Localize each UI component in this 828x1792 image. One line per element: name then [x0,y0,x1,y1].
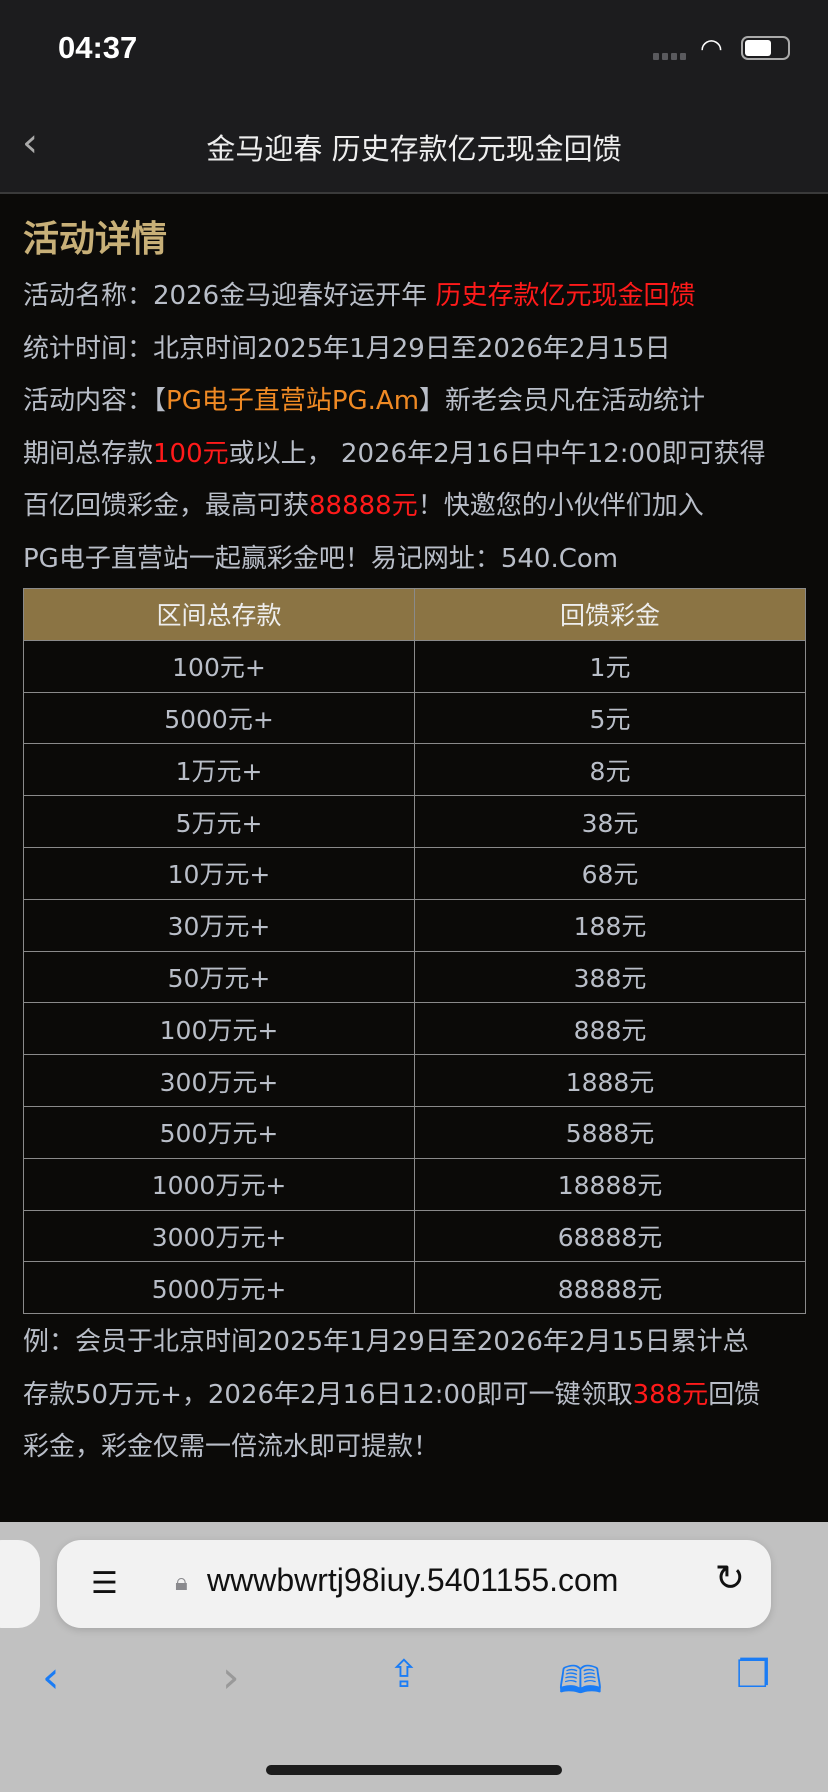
stat-period: 统计时间：北京时间2025年1月29日至2026年2月15日 [23,333,671,364]
browser-toolbar: ☰ 🔒︎ wwwbwrtj98iuy.5401155.com ↻ ‹ › ⇪ 🕮… [0,1522,828,1792]
example-line: 彩金，彩金仅需一倍流水即可提款！ [23,1432,440,1462]
reward-cell: 388元 [414,950,806,1004]
back-chevron-icon[interactable]: ‹ [22,120,38,166]
reward-cell: 5元 [414,691,806,745]
table-row: 3000万元+ 68888元 [23,1209,806,1263]
battery-icon [741,36,790,60]
deposit-cell: 1万元+ [23,743,415,797]
highlight: 100元 [153,438,229,469]
highlight: 388元 [632,1379,709,1410]
status-bar: 04:37 ◠ [0,0,828,100]
content-line-4: PG电子直营站一起赢彩金吧！易记网址：540.Com [23,543,619,574]
table-row: 1万元+ 8元 [23,743,806,797]
reward-cell: 888元 [414,1002,806,1056]
reward-cell: 88888元 [414,1261,806,1315]
reward-cell: 68元 [414,846,806,900]
deposit-cell: 5000万元+ [23,1261,415,1315]
table-row: 100元+ 1元 [23,639,806,693]
reader-icon[interactable]: ☰ [91,1566,118,1601]
reward-cell: 1888元 [414,1054,806,1107]
table-row: 1000万元+ 18888元 [23,1157,806,1211]
previous-tab-peek[interactable] [0,1540,40,1628]
text: 存款50万元+，2026年2月16日12:00即可一键领取 [23,1379,633,1410]
reward-cell: 8元 [414,743,806,797]
reward-cell: 18888元 [414,1157,806,1211]
text: 活动内容：【 [23,386,167,416]
column-header: 回馈彩金 [414,588,806,641]
wifi-icon: ◠ [700,34,723,64]
cellular-signal-icon [653,53,686,60]
text: 或以上， 2026年2月16日中午12:00即可获得 [228,438,766,469]
content-line-3: 百亿回馈彩金，最高可获88888元！快邀您的小伙伴们加入 [23,480,813,533]
deposit-cell: 500万元+ [23,1105,415,1159]
deposit-cell: 50万元+ [23,950,415,1004]
column-header: 区间总存款 [23,588,415,641]
deposit-cell: 300万元+ [23,1054,415,1107]
table-row: 100万元+ 888元 [23,1002,806,1056]
content-line-1: 活动内容：【PG电子直营站PG.Am】新老会员凡在活动统计 [23,375,813,428]
deposit-cell: 10万元+ [23,846,415,900]
reward-cell: 38元 [414,795,806,848]
reward-cell: 68888元 [414,1209,806,1263]
deposit-cell: 3000万元+ [23,1209,415,1263]
tabs-icon[interactable]: ❐ [736,1652,771,1696]
address-bar[interactable]: ☰ 🔒︎ wwwbwrtj98iuy.5401155.com ↻ [57,1540,771,1628]
deposit-cell: 5万元+ [23,795,415,848]
content-line-2: 期间总存款100元或以上， 2026年2月16日中午12:00即可获得 [23,428,813,481]
activity-name: 活动名称：2026金马迎春好运开年 历史存款亿元现金回馈 [23,270,813,323]
bookmarks-icon[interactable]: 🕮︎ [558,1658,603,1702]
activity-details: 活动详情 活动名称：2026金马迎春好运开年 历史存款亿元现金回馈 统计时间：北… [23,210,813,585]
reward-cell: 5888元 [414,1105,806,1159]
deposit-cell: 100万元+ [23,1002,415,1056]
home-indicator [266,1765,562,1775]
text: 回馈 [708,1379,761,1410]
example-line: 存款50万元+，2026年2月16日12:00即可一键领取388元回馈 [23,1369,760,1422]
text: ！快邀您的小伙伴们加入 [417,491,704,521]
back-icon[interactable]: ‹ [42,1652,60,1703]
reward-table: 区间总存款 回馈彩金 100元+ 1元 5000元+ 5元 1万元+ 8元 5万元+ 38元 10… [23,588,806,1315]
page-title: 金马迎春 历史存款亿元现金回馈 [206,132,622,166]
section-heading: 活动详情 [23,219,168,260]
deposit-cell: 100元+ [23,639,415,693]
table-row: 5万元+ 38元 [23,795,806,848]
highlight: 历史存款亿元现金回馈 [435,281,696,311]
nav-bar: ‹ 金马迎春 历史存款亿元现金回馈 [0,100,828,194]
highlight: 88888元 [309,491,418,521]
example-text: 例：会员于北京时间2025年1月29日至2026年2月15日累计总 存款50万元… [23,1316,760,1474]
table-row: 300万元+ 1888元 [23,1054,806,1107]
forward-icon[interactable]: › [222,1652,240,1703]
reload-icon[interactable]: ↻ [714,1558,745,1599]
table-row: 30万元+ 188元 [23,898,806,952]
clock: 04:37 [58,30,138,65]
deposit-cell: 5000元+ [23,691,415,745]
reward-cell: 1元 [414,639,806,693]
site-name: PG电子直营站PG.Am [166,386,420,416]
label: 活动名称：2026金马迎春好运开年 [23,281,436,311]
text: 】新老会员凡在活动统计 [419,386,706,416]
share-icon[interactable]: ⇪ [388,1652,420,1696]
lock-icon: 🔒︎ [175,1568,188,1596]
text: 期间总存款 [23,438,154,469]
deposit-cell: 1000万元+ [23,1157,415,1211]
text: 百亿回馈彩金，最高可获 [23,491,310,521]
table-row: 5000万元+ 88888元 [23,1261,806,1315]
table-row: 50万元+ 388元 [23,950,806,1004]
deposit-cell: 30万元+ [23,898,415,952]
table-row: 10万元+ 68元 [23,846,806,900]
table-row: 5000元+ 5元 [23,691,806,745]
table-row: 500万元+ 5888元 [23,1105,806,1159]
example-line: 例：会员于北京时间2025年1月29日至2026年2月15日累计总 [23,1327,749,1357]
reward-cell: 188元 [414,898,806,952]
url-text[interactable]: wwwbwrtj98iuy.5401155.com [207,1562,619,1598]
